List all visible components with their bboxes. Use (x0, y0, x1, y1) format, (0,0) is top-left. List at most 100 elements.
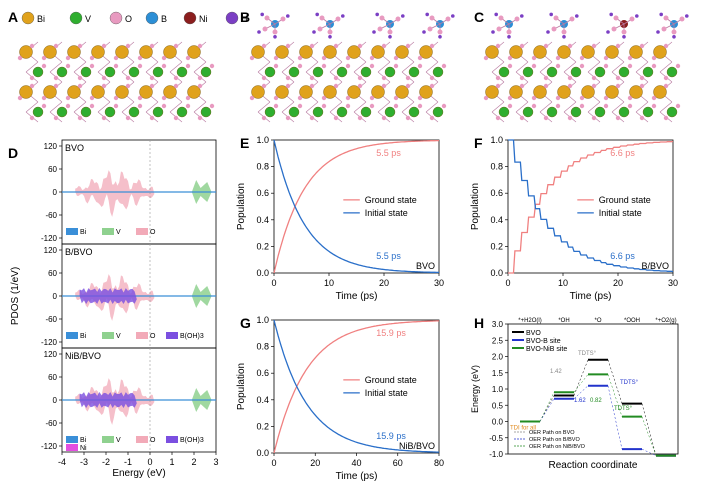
o-atom (41, 63, 47, 69)
population-chart-g: 0.0 0.2 0.4 0.6 0.8 1.0 0 20 40 60 80 Time (ps) Popu… (236, 315, 444, 482)
o-atom (393, 95, 399, 101)
pdos-ytick-label: -60 (45, 419, 57, 428)
o-atom (591, 83, 597, 89)
o-atom (333, 75, 339, 81)
x-axis-label: Time (ps) (336, 291, 378, 302)
pdos-legend-label: V (116, 333, 121, 340)
o-atom (101, 83, 107, 89)
series-line-initial-state (273, 319, 439, 453)
pdos-ytick-label: 120 (44, 246, 58, 255)
v-atom (312, 106, 324, 118)
chart-frame (273, 139, 440, 274)
bond (401, 101, 415, 113)
ytick-label: 1.0 (256, 135, 269, 145)
o-atom (427, 26, 433, 32)
o-atom (185, 55, 191, 61)
o-atom (209, 103, 215, 109)
pdos-xtick-label: 2 (191, 457, 196, 467)
o-atom (543, 43, 549, 49)
bi-atom (275, 45, 289, 59)
bond (305, 101, 319, 113)
tau-label-initial: 6.6 ps (610, 251, 635, 261)
bi-atom (419, 45, 433, 59)
bi-atom (581, 85, 595, 99)
h-atom (341, 14, 345, 18)
v-atom (176, 106, 188, 118)
legend-label: Ground state (365, 195, 417, 205)
o-atom (89, 63, 95, 69)
o-atom (309, 43, 315, 49)
o-atom (663, 115, 669, 121)
o-atom (357, 43, 363, 49)
tdts-2: TDTS° (620, 380, 639, 386)
path-legend-label: OER Path on NiB/BVO (529, 444, 586, 450)
o-atom (161, 55, 167, 61)
pdos-legend-label: V (116, 437, 121, 444)
bond (635, 101, 649, 113)
o-atom (273, 103, 279, 109)
pdos-legend-swatch (102, 332, 114, 339)
xtick-label: 0 (271, 458, 276, 468)
series-line-initial-state (508, 139, 674, 273)
o-atom (387, 29, 393, 35)
legend-label: BVO-B site (526, 338, 561, 345)
o-atom (543, 83, 549, 89)
o-atom (381, 115, 387, 121)
pdos-xtick-label: 3 (213, 457, 218, 467)
v-atom (288, 106, 300, 118)
o-atom (381, 43, 387, 49)
bi-atom (485, 85, 499, 99)
bi-atom (653, 85, 667, 99)
o-atom (319, 15, 325, 21)
o-atom (273, 63, 279, 69)
energy-diagram: 3.0 2.5 2.0 1.5 1.0 0.5 0.0 -0.5 -1.0 Energy (eV)… (470, 318, 679, 471)
o-atom (17, 95, 23, 101)
series-line-ground-state (508, 140, 674, 274)
o-atom (441, 103, 447, 109)
o-atom (519, 75, 525, 81)
o-atom (627, 95, 633, 101)
pdos-ytick-label: 60 (48, 269, 57, 278)
o-atom (531, 63, 537, 69)
o-atom (417, 55, 423, 61)
bi-atom (163, 85, 177, 99)
atom-legend-v-label: V (85, 14, 91, 24)
ytick-label: 2.5 (492, 336, 504, 345)
o-atom (149, 115, 155, 121)
o-atom (429, 15, 435, 21)
bond (193, 101, 207, 113)
bi-atom (163, 45, 177, 59)
pdos-legend-label: Bi (80, 437, 87, 444)
pdos-ytick-label: 120 (44, 142, 58, 151)
o-atom (579, 95, 585, 101)
o-atom (125, 75, 131, 81)
h-atom (328, 35, 332, 39)
v-atom (288, 66, 300, 78)
bi-atom (323, 85, 337, 99)
o-atom (333, 83, 339, 89)
o-atom (89, 103, 95, 109)
v-atom (666, 66, 678, 78)
o-atom (506, 29, 512, 35)
ytick-label: 0.8 (256, 162, 269, 172)
pdos-boh3-band (79, 392, 137, 408)
o-atom (429, 115, 435, 121)
v-atom (80, 106, 92, 118)
o-atom (615, 83, 621, 89)
o-atom (285, 75, 291, 81)
o-atom (65, 103, 71, 109)
pdos-y-axis-label: PDOS (1/eV) (10, 267, 21, 325)
chart-frame (507, 139, 674, 274)
bi-atom (557, 45, 571, 59)
h-atom (260, 12, 265, 17)
bi-atom (67, 45, 81, 59)
o-atom (651, 63, 657, 69)
o-atom (113, 95, 119, 101)
bond (25, 101, 39, 113)
xtick-label: 10 (558, 278, 568, 288)
o-atom (621, 29, 627, 35)
ytick-label: 0.6 (256, 368, 269, 378)
bond (539, 61, 553, 73)
v-atom (384, 106, 396, 118)
o-atom (627, 63, 633, 69)
